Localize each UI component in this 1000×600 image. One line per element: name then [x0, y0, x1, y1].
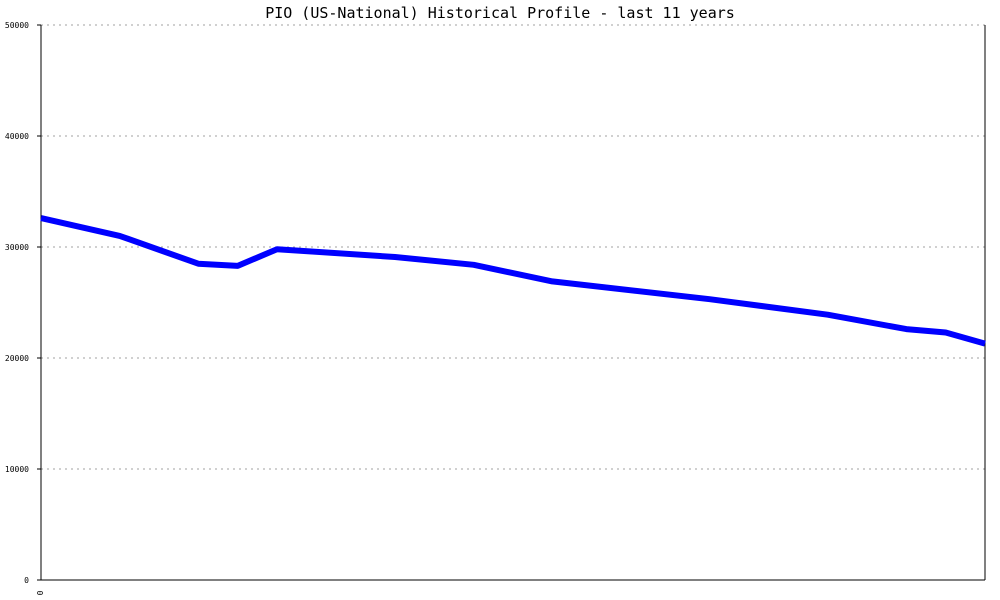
gridlines: [37, 24, 985, 581]
y-tick-label: 30000: [5, 243, 29, 252]
y-tick-label: 40000: [5, 132, 29, 141]
y-tick-label: 0: [24, 576, 29, 585]
y-tick-label: 20000: [5, 354, 29, 363]
series-layer: [40, 215, 986, 347]
y-tick-labels: 0 10000 20000 30000 40000 50000: [5, 21, 29, 585]
series-line: [40, 215, 986, 347]
axes: [40, 25, 986, 581]
x-tick-label: 0: [36, 590, 45, 595]
chart-title: PIO (US-National) Historical Profile - l…: [265, 4, 735, 22]
x-tick-labels: 0: [36, 590, 45, 595]
y-tick-label: 50000: [5, 21, 29, 30]
y-tick-label: 10000: [5, 465, 29, 474]
